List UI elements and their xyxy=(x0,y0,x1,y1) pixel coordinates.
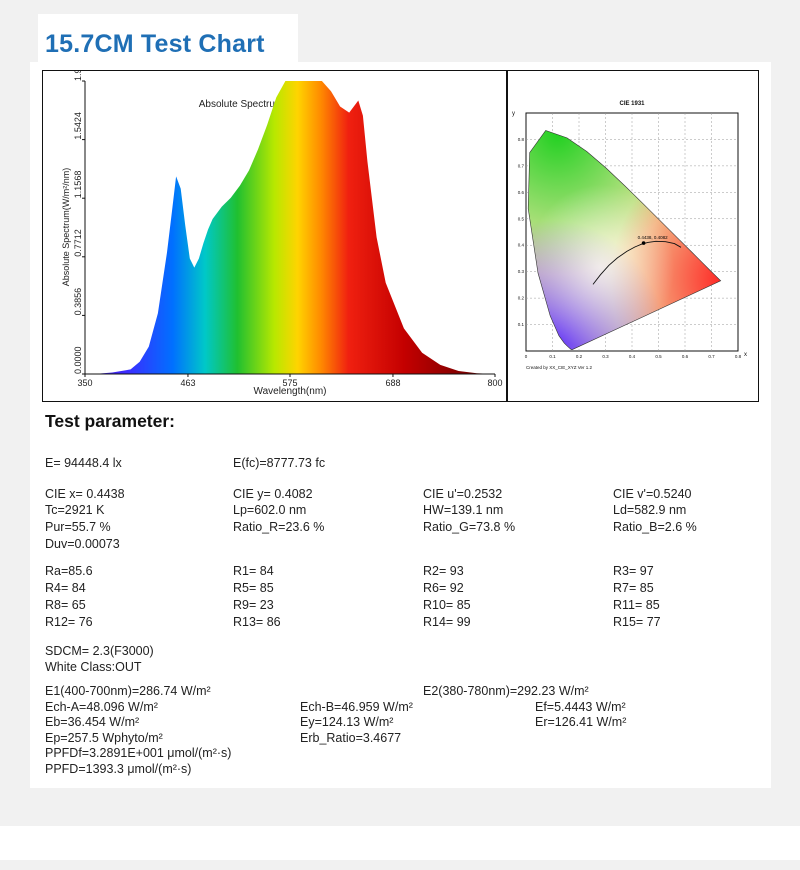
ef: Ef=5.4443 W/m² xyxy=(535,700,626,714)
spectrum-x-tick-label: 463 xyxy=(180,378,195,388)
ep: Ep=257.5 Wphyto/m² xyxy=(45,731,163,745)
param-cell: Lp=602.0 nm xyxy=(233,503,307,517)
cie-x-tick-label: 0.8 xyxy=(735,354,742,359)
cie-spectral-locus xyxy=(527,130,722,350)
ppfd: PPFD=1393.3 μmol/(m²·s) xyxy=(45,762,192,776)
illuminance-lux: E= 94448.4 lx xyxy=(45,456,122,470)
page-title: 15.7CM Test Chart xyxy=(45,30,265,58)
r-cell: R9= 23 xyxy=(233,598,274,612)
cie-x-tick-label: 0.1 xyxy=(549,354,556,359)
erb-ratio: Erb_Ratio=3.4677 xyxy=(300,731,402,745)
r-cell: R8= 65 xyxy=(45,598,86,612)
cie-title: CIE 1931 xyxy=(619,101,645,107)
spectrum-y-tick-label: 0.0000 xyxy=(73,346,83,374)
cie-ylabel: y xyxy=(512,111,515,117)
ech-a: Ech-A=48.096 W/m² xyxy=(45,700,158,714)
spectrum-y-tick-label: 1.9280 xyxy=(73,71,83,81)
cie-chart-frame: CIE 1931 y x 0.4438, 0.4082 0 0.1 0.2 0.3 0.… xyxy=(507,70,759,402)
cie-x-tick-label: 0.4 xyxy=(629,354,636,359)
param-cell: Pur=55.7 % xyxy=(45,520,111,534)
ppfdf: PPFDf=3.2891E+001 μmol/(m²·s) xyxy=(45,746,232,760)
param-cell: CIE v'=0.5240 xyxy=(613,487,692,501)
cie-y-tick-label: 0.4 xyxy=(518,243,525,248)
r-cell: R4= 84 xyxy=(45,581,86,595)
cie-x-tick-label: 0.6 xyxy=(682,354,689,359)
spectrum-x-tick-label: 800 xyxy=(487,378,502,388)
cie-y-tick-label: 0.8 xyxy=(518,137,525,142)
cie-y-tick-label: 0.1 xyxy=(518,322,525,327)
eb: Eb=36.454 W/m² xyxy=(45,715,140,729)
r-cell: R5= 85 xyxy=(233,581,274,595)
param-cell: CIE u'=0.2532 xyxy=(423,487,503,501)
white-class: White Class:OUT xyxy=(45,660,142,674)
ey: Ey=124.13 W/m² xyxy=(300,715,394,729)
param-cell: CIE x= 0.4438 xyxy=(45,487,125,501)
spectrum-y-tick-label: 1.1568 xyxy=(73,171,83,199)
r-cell: R14= 99 xyxy=(423,615,471,629)
r-cell: R12= 76 xyxy=(45,615,93,629)
spectrum-xlabel: Wavelength(nm) xyxy=(254,386,327,397)
r-cell: R7= 85 xyxy=(613,581,654,595)
cie-chart: CIE 1931 y x 0.4438, 0.4082 0 0.1 0.2 0.3 0.… xyxy=(512,101,747,370)
cie-y-tick-label: 0.2 xyxy=(518,296,525,301)
param-cell: Ratio_B=2.6 % xyxy=(613,520,697,534)
spectrum-chart-frame: Absolute Spectrum 350 463 575 688 800 0.0000… xyxy=(42,53,507,402)
spectrum-title: Absolute Spectrum xyxy=(199,99,284,110)
spectrum-y-tick-label: 1.5424 xyxy=(73,112,83,140)
param-cell: Duv=0.00073 xyxy=(45,537,120,551)
cie-x-tick-label: 0.7 xyxy=(708,354,715,359)
spectrum-area xyxy=(94,81,495,374)
cie-y-tick-label: 0.7 xyxy=(518,163,525,168)
e1-irradiance: E1(400-700nm)=286.74 W/m² xyxy=(45,684,211,698)
cie-x-tick-label: 0.2 xyxy=(576,354,583,359)
cie-x-tick-label: 0.3 xyxy=(602,354,609,359)
spectrum-x-tick-label: 575 xyxy=(282,378,297,388)
spectrum-chart: Absolute Spectrum 350 463 575 688 800 0.0000… xyxy=(61,53,503,397)
param-cell: Ratio_G=73.8 % xyxy=(423,520,516,534)
r-cell: R11= 85 xyxy=(613,598,660,612)
param-cell: Ratio_R=23.6 % xyxy=(233,520,325,534)
ech-b: Ech-B=46.959 W/m² xyxy=(300,700,413,714)
cie-xlabel: x xyxy=(744,352,747,358)
sdcm: SDCM= 2.3(F3000) xyxy=(45,644,154,658)
spectrum-ylabel: Absolute Spectrum(W/m²/nm) xyxy=(61,168,71,287)
spectrum-y-tick-label: 0.3856 xyxy=(73,288,83,316)
er: Er=126.41 W/m² xyxy=(535,715,627,729)
r-cell: R13= 86 xyxy=(233,615,281,629)
bottom-bar xyxy=(0,826,800,860)
r-cell: R3= 97 xyxy=(613,564,654,578)
param-cell: HW=139.1 nm xyxy=(423,503,504,517)
r-cell: R6= 92 xyxy=(423,581,464,595)
cie-planckian-locus xyxy=(592,240,682,285)
spectrum-x-tick-label: 688 xyxy=(385,378,400,388)
cie-y-tick-label: 0.5 xyxy=(518,216,525,221)
r-cell: Ra=85.6 xyxy=(45,564,93,578)
spectrum-y-tick-label: 0.7712 xyxy=(73,229,83,257)
cie-point-label: 0.4438, 0.4082 xyxy=(638,235,669,240)
illuminance-fc: E(fc)=8777.73 fc xyxy=(233,456,326,470)
cie-x-tick-label: 0 xyxy=(525,354,528,359)
r-cell: R1= 84 xyxy=(233,564,274,578)
e2-irradiance: E2(380-780nm)=292.23 W/m² xyxy=(423,684,589,698)
cie-y-tick-label: 0.6 xyxy=(518,190,525,195)
param-cell: CIE y= 0.4082 xyxy=(233,487,313,501)
cie-y-tick-label: 0.3 xyxy=(518,269,525,274)
cie-x-tick-label: 0.5 xyxy=(655,354,662,359)
cie-credit: Created by XX_CIE_XYZ Ver 1.2 xyxy=(526,365,593,370)
spectrum-x-tick-label: 350 xyxy=(77,378,92,388)
param-cell: Tc=2921 K xyxy=(45,503,105,517)
title-box xyxy=(38,14,298,66)
r-cell: R10= 85 xyxy=(423,598,471,612)
r-cell: R15= 77 xyxy=(613,615,661,629)
r-cell: R2= 93 xyxy=(423,564,464,578)
cie-measured-point xyxy=(641,241,646,245)
parameters-heading: Test parameter: xyxy=(45,411,176,431)
param-cell: Ld=582.9 nm xyxy=(613,503,687,517)
